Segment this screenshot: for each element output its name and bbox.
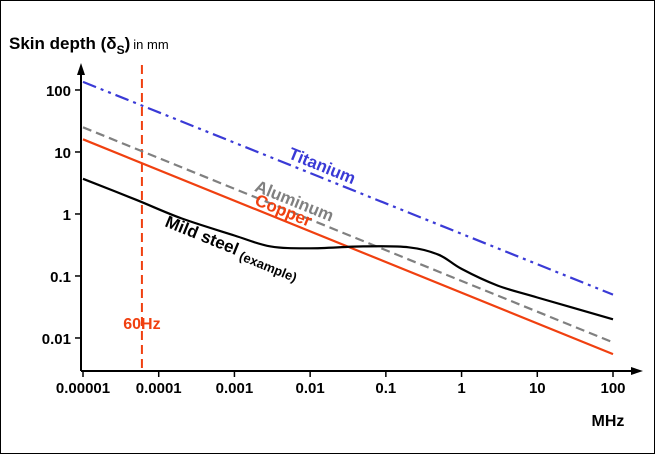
y-tick-label: 10: [54, 145, 71, 162]
series-line-mild-steel: [82, 177, 614, 321]
x-tick-label: 0.1: [375, 380, 396, 397]
axis-ticks: 0.00001 0.0001 0.001 0.01 0.1 1 10 100 100 10 1 0.1…: [42, 83, 626, 397]
x-tick-label: 0.01: [296, 380, 325, 397]
y-axis-arrow: [77, 63, 85, 75]
series-label-titanium: Titanium: [286, 144, 358, 188]
y-axis-title-subscript: S: [117, 43, 125, 57]
y-tick-label: 100: [46, 83, 71, 100]
x-axis-title: MHz: [592, 413, 625, 430]
x-tick-label: 0.001: [216, 380, 254, 397]
y-axis-title: Skin depth (δS) in mm: [9, 34, 169, 57]
y-axis-title-unit: in mm: [133, 37, 168, 52]
x-axis-arrow: [631, 367, 643, 375]
x-tick-label: 0.0001: [136, 380, 182, 397]
x-tick-label: 1: [457, 380, 465, 397]
y-tick-label: 0.1: [50, 269, 71, 286]
x-tick-label: 100: [600, 380, 625, 397]
annotation-label-60hz: 60Hz: [123, 316, 160, 333]
x-tick-label: 0.00001: [56, 380, 110, 397]
annotation-layer: 60Hz: [123, 65, 161, 371]
y-axis-title-main: Skin depth (δ: [9, 34, 117, 53]
y-tick-label: 1: [63, 207, 71, 224]
series-label-suffix: (example): [237, 248, 299, 285]
series-line-titanium: [82, 80, 614, 296]
y-tick-label: 0.01: [42, 331, 71, 348]
series-line-aluminum: [82, 126, 614, 344]
series-layer: [82, 80, 614, 356]
y-axis-title-paren: ): [125, 34, 131, 53]
x-tick-label: 10: [529, 380, 546, 397]
